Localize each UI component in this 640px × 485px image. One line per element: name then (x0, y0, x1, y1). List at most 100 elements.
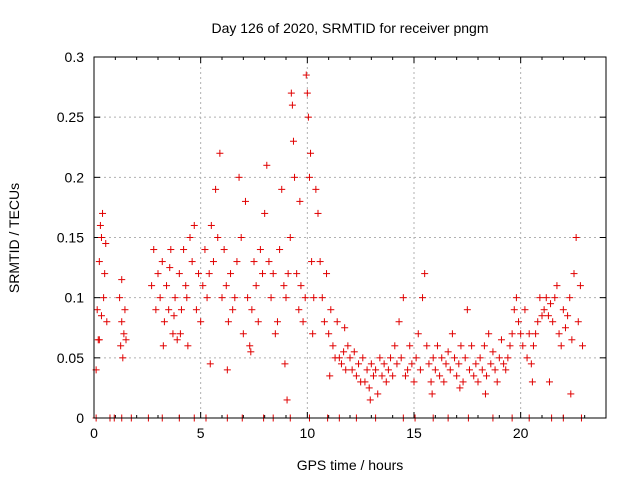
data-point (122, 336, 130, 344)
data-point (259, 270, 267, 278)
data-point (497, 336, 505, 344)
data-point (485, 330, 493, 338)
data-point (446, 366, 454, 374)
data-point (376, 354, 384, 362)
data-point (465, 366, 473, 374)
data-point (199, 282, 207, 290)
data-point (380, 360, 388, 368)
y-tick-label: 0.25 (57, 109, 84, 125)
data-point (99, 209, 107, 217)
data-point (286, 234, 294, 241)
data-point (244, 294, 252, 302)
data-point (220, 246, 228, 254)
data-point (472, 360, 480, 368)
data-point (303, 89, 311, 97)
y-axis-label: SRMTID / TECUs (6, 183, 22, 293)
data-point (288, 101, 296, 109)
data-point (572, 234, 580, 241)
data-point (184, 342, 192, 350)
data-point (570, 270, 578, 278)
data-point (180, 246, 188, 254)
data-point (214, 234, 222, 241)
data-point (365, 384, 373, 392)
x-axis-label: GPS time / hours (297, 457, 404, 473)
data-point (325, 330, 333, 338)
x-tick-label: 15 (406, 425, 422, 441)
data-point (423, 342, 431, 350)
data-point (326, 372, 334, 380)
data-point (425, 360, 433, 368)
data-point (165, 306, 173, 314)
data-point (252, 282, 260, 290)
data-point (305, 173, 313, 181)
data-point (216, 149, 224, 157)
data-point (510, 306, 518, 314)
data-point (374, 390, 382, 398)
data-point (307, 149, 315, 157)
data-point (282, 294, 290, 302)
data-point (468, 342, 476, 350)
data-point (231, 294, 239, 302)
data-point (389, 372, 397, 380)
data-point (555, 330, 563, 338)
x-tick-label: 0 (90, 425, 98, 441)
data-point (366, 396, 374, 404)
data-point (355, 360, 363, 368)
data-point (378, 372, 386, 380)
data-point (265, 258, 273, 266)
data-point (399, 294, 407, 302)
data-point (247, 348, 255, 356)
data-point (508, 330, 516, 338)
data-point (438, 354, 446, 362)
data-point (387, 354, 395, 362)
data-point (154, 270, 162, 278)
data-point (192, 306, 200, 314)
data-point (227, 270, 235, 278)
data-point (263, 161, 271, 169)
data-point (173, 336, 181, 344)
data-point (457, 342, 465, 350)
data-point (93, 306, 101, 314)
data-point (363, 366, 371, 374)
data-point (301, 294, 309, 302)
data-point (223, 366, 231, 374)
data-point (304, 113, 312, 121)
data-point (117, 342, 125, 350)
data-point (148, 282, 156, 290)
data-point (241, 197, 249, 205)
data-point (567, 390, 575, 398)
data-point (261, 209, 269, 217)
data-point (421, 270, 429, 278)
data-point (553, 282, 561, 290)
data-point (287, 89, 295, 97)
data-point (361, 378, 369, 386)
data-point (97, 234, 105, 241)
data-point (579, 342, 587, 350)
data-point (205, 270, 213, 278)
data-point (340, 348, 348, 356)
data-point (350, 348, 358, 356)
data-point (224, 318, 232, 326)
data-point (408, 360, 416, 368)
data-point (480, 342, 488, 350)
data-point (453, 372, 461, 380)
data-point (309, 330, 317, 338)
data-point (397, 354, 405, 362)
data-point (410, 378, 418, 386)
data-point (348, 366, 356, 374)
data-point (461, 354, 469, 362)
data-point (95, 336, 103, 344)
data-point (414, 330, 422, 338)
data-point (448, 330, 456, 338)
data-point (401, 372, 409, 380)
data-point (416, 366, 424, 374)
data-point (283, 396, 291, 404)
data-point (302, 71, 310, 79)
data-point (545, 378, 553, 386)
data-point (183, 294, 191, 302)
data-point (297, 282, 305, 290)
data-point (201, 246, 209, 254)
data-point (296, 197, 304, 205)
data-point (159, 342, 167, 350)
data-point (207, 221, 215, 229)
